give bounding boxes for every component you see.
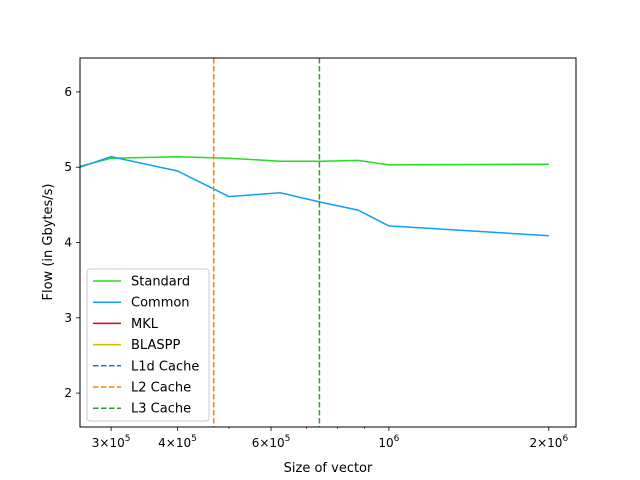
legend-label: Common: [131, 296, 190, 311]
y-tick-label: 3: [64, 311, 72, 325]
legend-label: L1d Cache: [131, 359, 199, 374]
y-axis-ticks: 2 3 4 5 6: [64, 85, 80, 400]
legend-label: MKL: [131, 317, 159, 332]
y-tick-label: 6: [64, 85, 72, 99]
legend-label: Standard: [131, 275, 190, 290]
x-axis-ticks: 3×105 4×105 6×105 106 2×106: [92, 427, 568, 450]
series-line-standard: [79, 155, 549, 168]
x-tick-label: 2×106: [529, 434, 568, 450]
legend-label: BLASPP: [131, 338, 180, 353]
y-tick-label: 2: [64, 386, 72, 400]
y-tick-label: 5: [64, 160, 72, 174]
x-axis-label: Size of vector: [284, 461, 373, 476]
plot-lines: [79, 58, 549, 427]
legend-label: L3 Cache: [131, 402, 191, 417]
y-axis-label: Flow (in Gbytes/s): [41, 184, 56, 301]
legend-box: [86, 268, 210, 422]
series-line-common: [79, 155, 549, 237]
x-tick-label: 6×105: [252, 434, 291, 450]
x-tick-label: 3×105: [92, 434, 131, 450]
x-tick-label: 4×105: [158, 434, 197, 450]
legend: Standard Common MKL BLASPP L1d Cache L2 Cache…: [86, 268, 210, 422]
x-tick-label: 106: [378, 434, 399, 450]
legend-label: L2 Cache: [131, 381, 191, 396]
y-tick-label: 4: [64, 236, 72, 250]
